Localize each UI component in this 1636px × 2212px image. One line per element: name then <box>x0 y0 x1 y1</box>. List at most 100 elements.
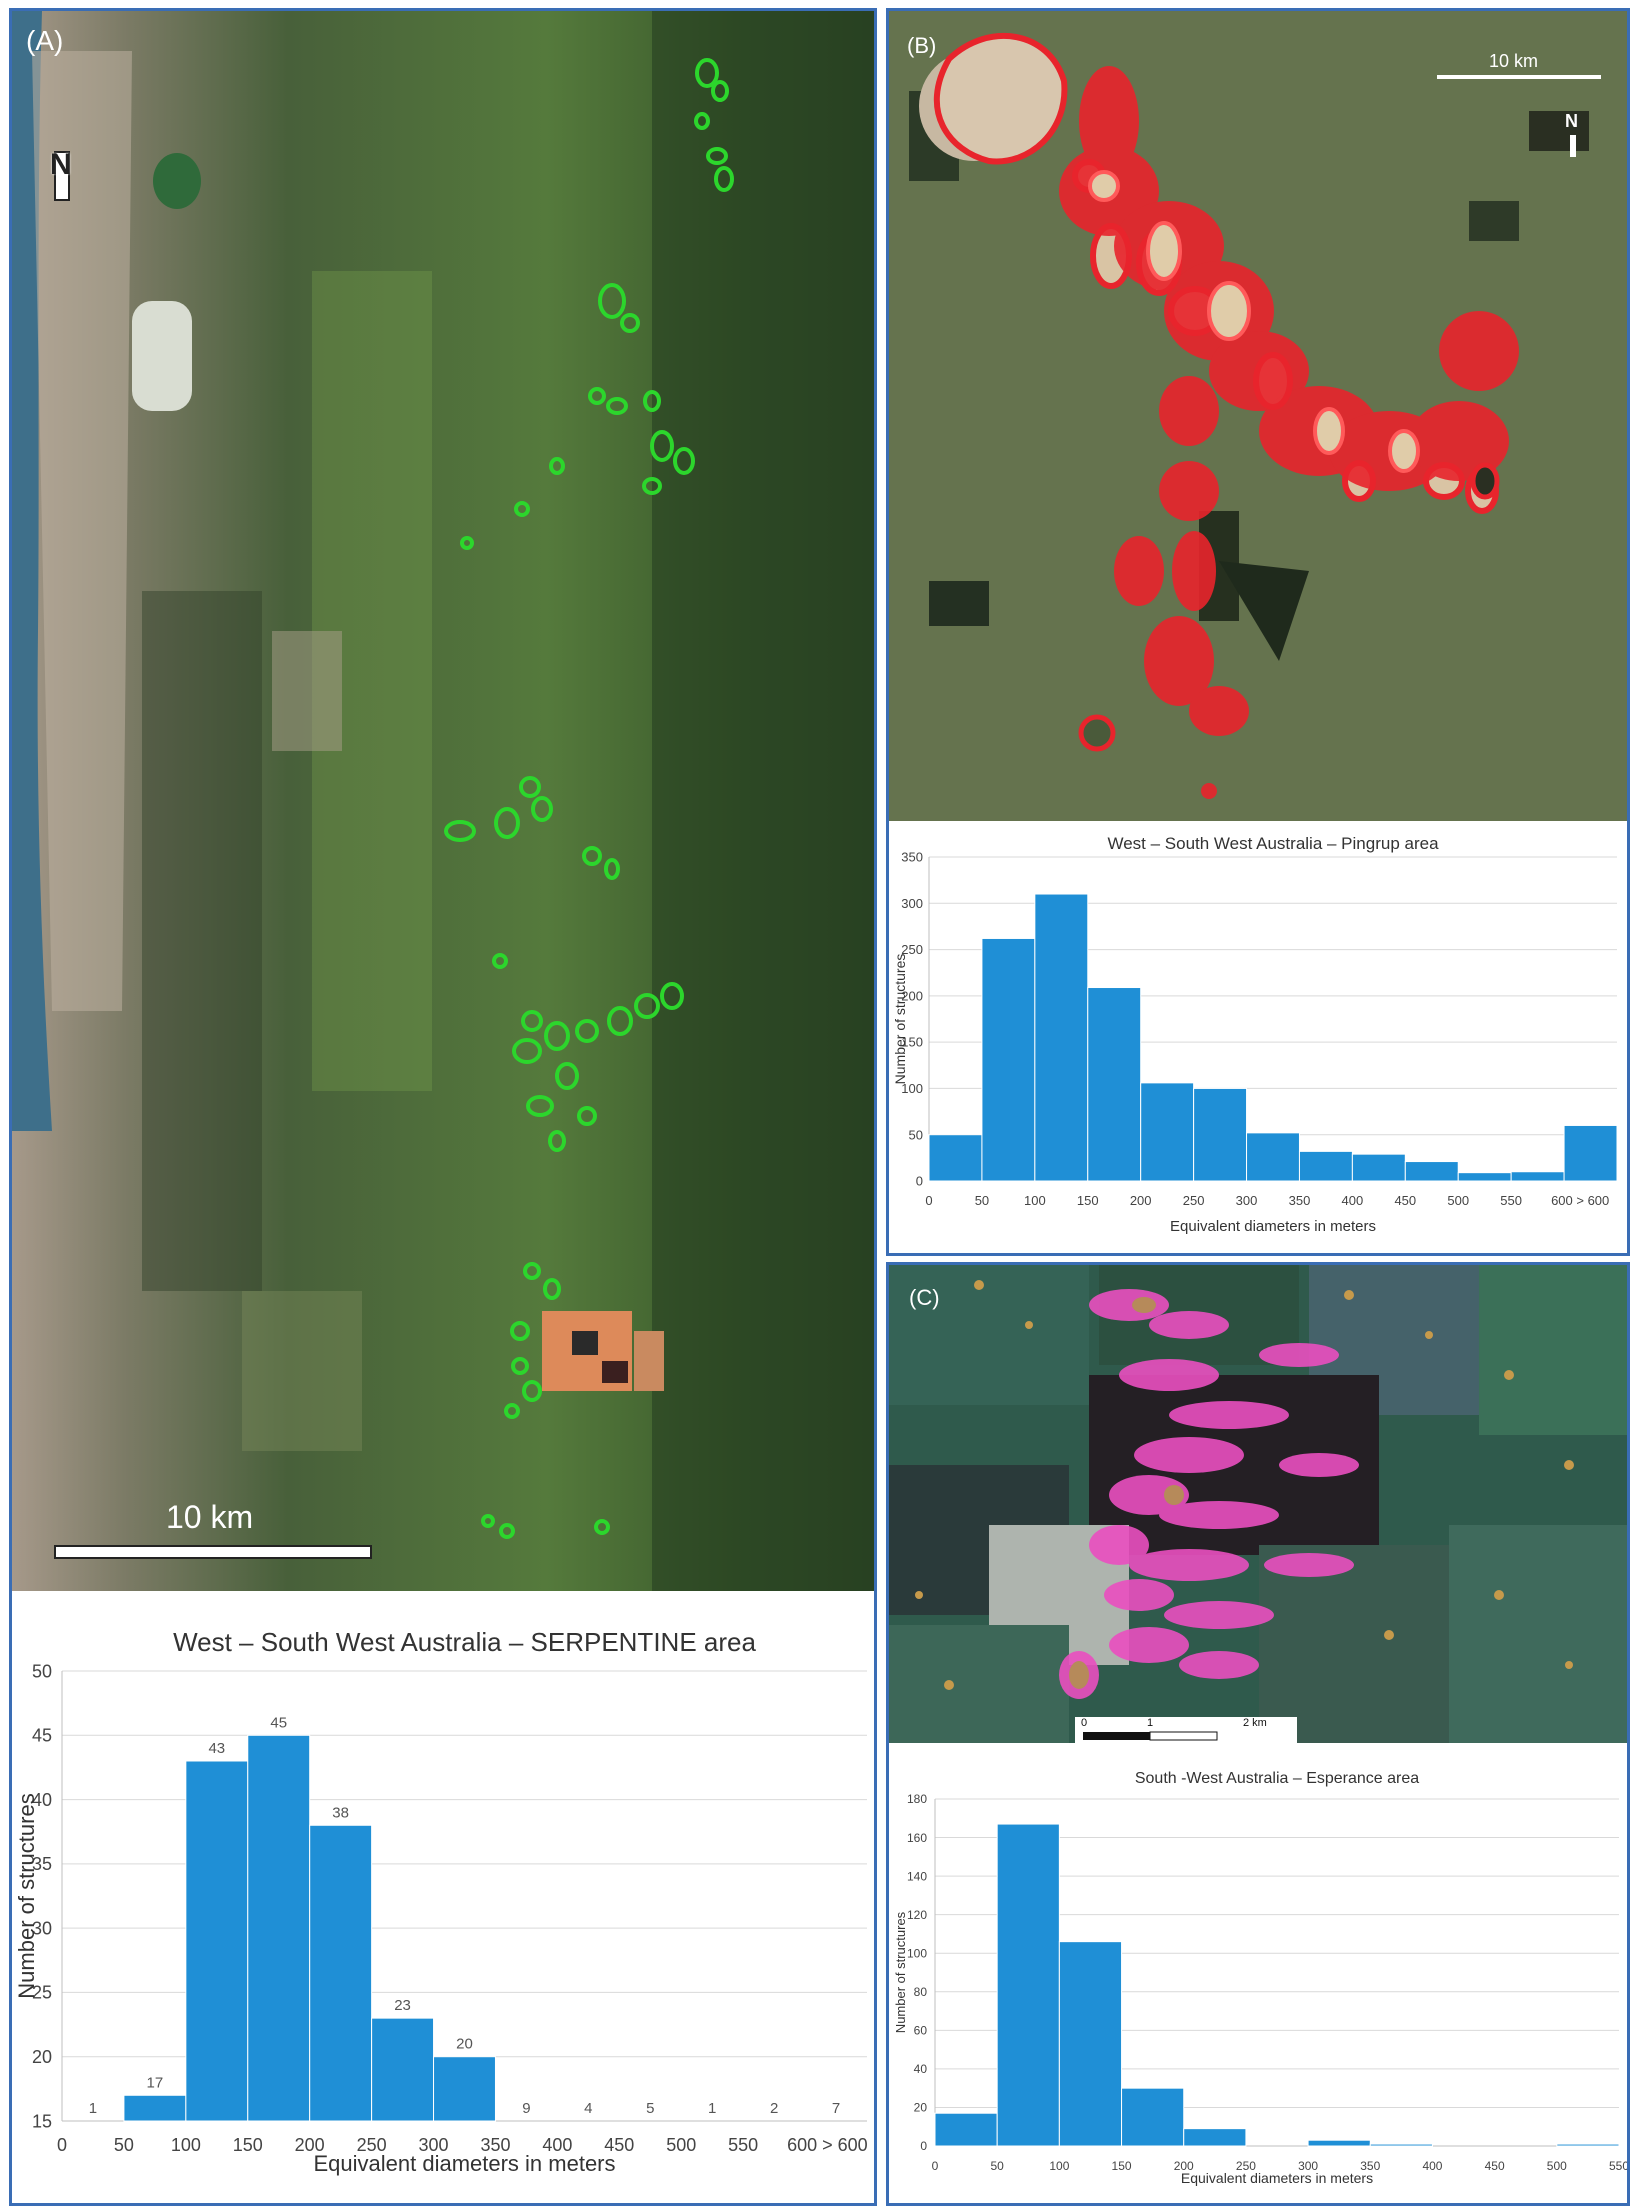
y-tick-label: 50 <box>32 1661 52 1681</box>
x-axis-label: Equivalent diameters in meters <box>313 2151 615 2176</box>
x-tick-label: 300 <box>1298 2159 1318 2173</box>
x-tick-label: 350 <box>1289 1193 1311 1208</box>
serpentine-histogram: West – South West Australia – SERPENTINE… <box>14 1627 868 2176</box>
satellite-map-c <box>889 1265 1627 1743</box>
y-tick-label: 80 <box>914 1985 928 1999</box>
bar-300-350 <box>433 2056 496 2122</box>
x-tick-label: 300 <box>1236 1193 1258 1208</box>
y-tick-label: 15 <box>32 2111 52 2131</box>
y-tick-label: 45 <box>32 1726 52 1746</box>
y-tick-label: 60 <box>914 2024 928 2038</box>
data-label: 20 <box>456 2036 473 2053</box>
data-label: 5 <box>646 2100 654 2117</box>
y-tick-label: 350 <box>901 850 923 865</box>
satellite-image-serpentine: (A) N 10 km <box>12 11 874 1591</box>
bar-550-600 <box>1510 1171 1565 1182</box>
data-label: 45 <box>270 1714 287 1731</box>
panel-c: (C) 0 1 2 km South -West Australia – Esp… <box>886 1262 1630 2206</box>
x-tick-label: 550 <box>728 2135 758 2155</box>
bar-300-350 <box>1307 2139 1371 2147</box>
bar-50-100 <box>123 2094 187 2122</box>
data-label: 38 <box>332 1804 349 1821</box>
x-tick-label: 600 > 600 <box>787 2135 868 2155</box>
y-tick-label: 300 <box>901 896 923 911</box>
y-tick-label: 40 <box>32 1790 52 1810</box>
bar-150-200 <box>1087 987 1142 1182</box>
scale-tick-0: 0 <box>1081 1717 1088 1729</box>
data-label: 1 <box>89 2100 97 2117</box>
x-tick-label: 550 <box>1500 1193 1522 1208</box>
data-label: 7 <box>832 2100 840 2117</box>
x-tick-label: 400 <box>1342 1193 1364 1208</box>
x-tick-label: 0 <box>925 1193 932 1208</box>
y-axis-label: Number of structures <box>14 1793 39 1998</box>
bar-150-200 <box>247 1734 311 2122</box>
y-tick-label: 30 <box>32 1918 52 1938</box>
bar-500-550 <box>1556 2143 1620 2147</box>
x-tick-label: 200 <box>1174 2159 1194 2173</box>
panel-c-label: (C) <box>909 1285 940 1310</box>
north-arrow <box>54 151 70 201</box>
bar-350-400 <box>1298 1150 1353 1182</box>
x-tick-label: 150 <box>1112 2159 1132 2173</box>
bar-50-100 <box>996 1823 1060 2147</box>
y-tick-label: 20 <box>914 2101 928 2115</box>
x-tick-label: 100 <box>171 2135 201 2155</box>
bar-250-300 <box>371 2017 435 2122</box>
data-label: 17 <box>147 2074 164 2091</box>
north-label: N <box>50 148 72 181</box>
x-tick-label: 250 <box>1236 2159 1256 2173</box>
pingrup-histogram: West – South West Australia – Pingrup ar… <box>892 834 1618 1235</box>
x-tick-label: 250 <box>1183 1193 1205 1208</box>
x-tick-label: 500 <box>1547 2159 1567 2173</box>
y-axis-label: Number of structures <box>892 954 908 1085</box>
x-tick-label: 450 <box>1485 2159 1505 2173</box>
north-arrow <box>1570 135 1576 157</box>
data-label: 1 <box>708 2100 716 2117</box>
bar-100-150 <box>1058 1941 1123 2147</box>
y-tick-label: 100 <box>901 1081 923 1096</box>
x-tick-label: 500 <box>666 2135 696 2155</box>
x-tick-label: 50 <box>975 1193 989 1208</box>
bar-100-150 <box>1034 893 1089 1182</box>
bar-350-400 <box>1369 2143 1433 2147</box>
x-tick-label: 450 <box>1394 1193 1416 1208</box>
x-tick-label: 400 <box>1422 2159 1442 2173</box>
bar-200-250 <box>1183 2128 1247 2147</box>
bar-50-100 <box>981 937 1036 1182</box>
x-tick-label: 300 <box>419 2135 449 2155</box>
x-tick-label: 500 <box>1447 1193 1469 1208</box>
scale-bar-label: 10 km <box>166 1499 254 1535</box>
bar-250-300 <box>1193 1087 1248 1182</box>
bar-> 600 <box>1563 1124 1618 1182</box>
y-tick-label: 40 <box>914 2062 928 2076</box>
y-tick-label: 160 <box>907 1831 927 1845</box>
y-tick-label: 50 <box>909 1127 923 1142</box>
bar-150-200 <box>1121 2087 1185 2147</box>
x-tick-label: 200 <box>1130 1193 1152 1208</box>
panel-b: (B) 10 km N West – South West Australia … <box>886 8 1630 1256</box>
satellite-map-b <box>889 11 1627 821</box>
y-tick-label: 25 <box>32 1983 52 2003</box>
x-tick-label: 100 <box>1049 2159 1069 2173</box>
x-tick-label: 150 <box>233 2135 263 2155</box>
x-tick-label: 200 <box>295 2135 325 2155</box>
y-tick-label: 0 <box>916 1174 923 1189</box>
x-tick-label: 100 <box>1024 1193 1046 1208</box>
bar-100-150 <box>185 1760 249 2122</box>
data-label: 43 <box>208 1740 225 1757</box>
satellite-image-pingrup: (B) 10 km N <box>889 11 1627 821</box>
y-tick-label: 0 <box>920 2139 927 2153</box>
panel-b-label: (B) <box>907 33 937 58</box>
chart-title: West – South West Australia – Pingrup ar… <box>1107 834 1439 853</box>
bar-400-450 <box>1351 1153 1406 1182</box>
scale-tick-1: 1 <box>1147 1717 1154 1729</box>
x-tick-label: 550 <box>1609 2159 1627 2173</box>
scale-tick-2: 2 km <box>1243 1717 1267 1729</box>
x-tick-label: 350 <box>480 2135 510 2155</box>
y-tick-label: 150 <box>901 1035 923 1050</box>
data-label: 9 <box>522 2100 530 2117</box>
scale-bar <box>1437 75 1601 79</box>
scale-bar-label: 10 km <box>1489 51 1539 71</box>
x-tick-label: 150 <box>1077 1193 1099 1208</box>
